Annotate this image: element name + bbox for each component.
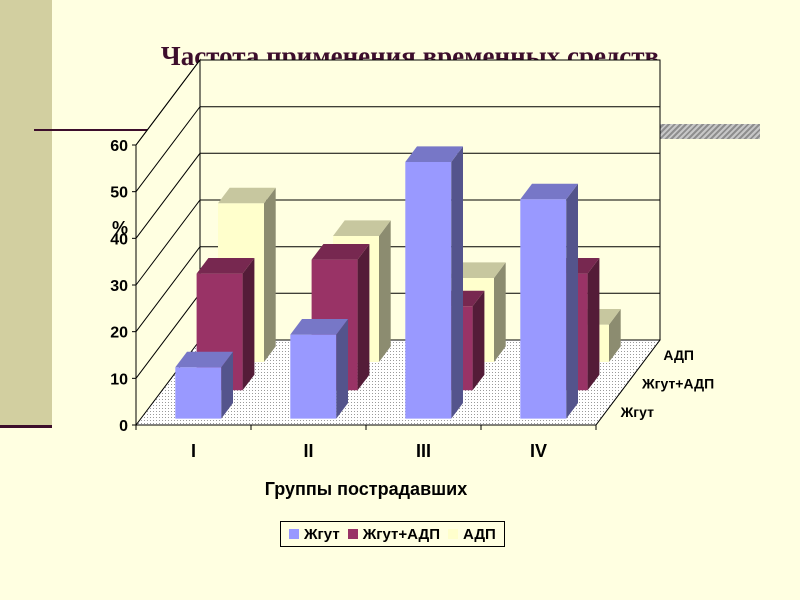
bar-top	[175, 351, 233, 368]
bar-front	[290, 334, 337, 419]
x-category-label: III	[416, 441, 431, 461]
gridline	[135, 59, 660, 146]
legend-swatch	[447, 529, 458, 539]
bar-side	[242, 258, 255, 391]
bar-top	[196, 258, 255, 274]
gridline	[135, 246, 660, 333]
bar-side	[357, 244, 370, 391]
y-tick-label: 60	[110, 138, 128, 155]
chart-bars	[175, 146, 621, 419]
bar-top	[333, 220, 391, 236]
bar-side	[336, 319, 348, 419]
y-axis-label: %	[112, 218, 128, 238]
y-tick-label: 10	[110, 371, 128, 388]
legend-swatch	[347, 529, 358, 539]
legend-label: Жгут	[304, 525, 340, 543]
legend-item: АДП	[447, 525, 496, 543]
depth-axis-label: АДП	[663, 347, 694, 363]
y-tick-label: 0	[119, 418, 128, 435]
bar-side	[587, 258, 600, 391]
y-tick-label: 30	[110, 278, 128, 295]
decorative-left-band	[0, 0, 52, 425]
legend-item: Жгут	[289, 526, 340, 543]
bar	[290, 319, 348, 419]
decorative-left-band-line	[0, 425, 52, 428]
chart-axes	[132, 144, 661, 430]
gridline	[135, 152, 660, 239]
y-tick-label: 50	[110, 185, 128, 202]
bar-top	[311, 244, 370, 260]
bar-top	[405, 146, 463, 162]
chart-legend: Жгут Жгут+АДП АДП	[280, 521, 505, 547]
bar-side	[221, 351, 233, 419]
bar-side	[609, 309, 621, 362]
bar-front	[520, 199, 567, 419]
x-category-label: I	[191, 441, 196, 461]
bar-side	[451, 146, 463, 419]
x-category-label: IV	[530, 441, 547, 461]
bar-side	[379, 220, 391, 362]
bar-side	[472, 290, 485, 391]
legend-label: АДП	[462, 525, 496, 543]
depth-axis-label: Жгут+АДП	[641, 376, 714, 392]
bar-front	[175, 367, 222, 419]
bar-front	[405, 162, 452, 419]
depth-axis-line	[595, 339, 661, 426]
bar	[405, 146, 463, 419]
depth-axis-label: Жгут	[620, 404, 654, 420]
bar-top	[290, 319, 348, 335]
y-tick-label: 20	[110, 325, 128, 342]
bar-side	[494, 262, 506, 362]
bar-top	[520, 183, 578, 200]
gridline	[135, 199, 660, 286]
x-axis-label: Группы пострадавших	[265, 479, 467, 499]
legend-swatch	[289, 529, 299, 539]
bar-side	[566, 183, 578, 419]
bar-side	[264, 187, 276, 362]
gridline	[135, 106, 660, 193]
legend-item: Жгут+АДП	[347, 525, 440, 543]
bar	[520, 183, 578, 419]
legend-label: Жгут+АДП	[362, 525, 440, 543]
y-tick-label: 40	[110, 231, 128, 248]
bar	[175, 351, 233, 419]
bar-top	[218, 187, 276, 204]
x-category-label: II	[303, 441, 313, 461]
